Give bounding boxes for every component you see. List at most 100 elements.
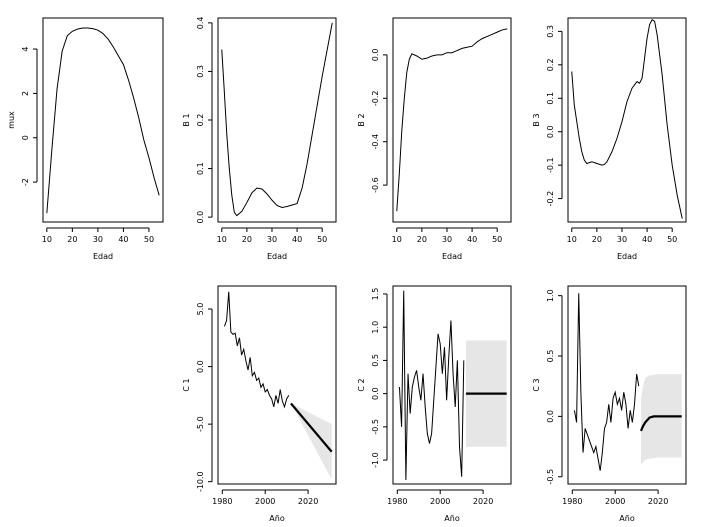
plot-frame xyxy=(217,285,337,485)
x-tick-label: 50 xyxy=(317,235,327,244)
y-tick-label: -0.2 xyxy=(371,90,380,106)
y-tick-label: 0.3 xyxy=(196,65,205,78)
y-tick-label: -0.6 xyxy=(371,177,380,193)
x-tick-label: 2020 xyxy=(648,497,668,506)
y-tick-label: 0.0 xyxy=(196,360,205,373)
y-axis-label: C 2 xyxy=(357,378,366,391)
y-tick-label: 0.0 xyxy=(546,125,555,138)
y-tick-label: 0.0 xyxy=(546,410,555,423)
y-tick-label: -10.0 xyxy=(196,471,205,492)
y-tick-label: -0.5 xyxy=(546,469,555,485)
x-tick-label: 50 xyxy=(667,235,677,244)
x-axis-label: Edad xyxy=(442,252,462,261)
x-tick-label: 30 xyxy=(617,235,627,244)
plot-frame xyxy=(392,285,512,485)
x-tick-label: 2020 xyxy=(298,497,318,506)
y-tick-label: 1.0 xyxy=(546,289,555,302)
x-tick-label: 2020 xyxy=(473,497,493,506)
plot-frame xyxy=(567,17,687,223)
x-tick-label: 20 xyxy=(592,235,602,244)
y-tick-label: -0.5 xyxy=(371,419,380,435)
y-tick-label: 2 xyxy=(21,91,30,96)
plot-frame xyxy=(217,17,337,223)
y-tick-label: 1.5 xyxy=(371,288,380,301)
x-tick-label: 50 xyxy=(492,235,502,244)
x-tick-label: 40 xyxy=(292,235,302,244)
y-tick-label: 0.2 xyxy=(546,58,555,71)
x-tick-label: 2000 xyxy=(605,497,625,506)
y-tick-label: 0.0 xyxy=(371,49,380,62)
x-tick-label: 30 xyxy=(267,235,277,244)
y-axis-label: B 1 xyxy=(182,113,191,126)
x-tick-label: 10 xyxy=(392,235,402,244)
x-axis-label: Año xyxy=(619,514,635,523)
y-tick-label: -0.4 xyxy=(371,134,380,150)
y-axis-label: B 2 xyxy=(357,113,366,126)
y-tick-label: 0.1 xyxy=(546,92,555,105)
y-tick-label: 4 xyxy=(21,46,30,51)
forecast-line xyxy=(639,415,682,432)
panel-c1: 1980 2000 2020 Año -10.0 -5.0 0.0 5.0 C 1 xyxy=(182,285,337,523)
panel-mux: 10 20 30 40 50 Edad -2 0 2 4 mux xyxy=(7,17,164,261)
data-line xyxy=(571,18,683,219)
plot-frame xyxy=(42,17,164,223)
x-tick-label: 10 xyxy=(567,235,577,244)
x-axis-label: Edad xyxy=(93,252,113,261)
x-tick-label: 50 xyxy=(144,235,154,244)
data-line xyxy=(223,291,290,409)
y-tick-label: 1.0 xyxy=(371,321,380,334)
y-tick-label: -2 xyxy=(21,178,30,186)
x-tick-label: 40 xyxy=(642,235,652,244)
forecast-line xyxy=(290,402,333,453)
y-tick-label: 0.0 xyxy=(371,387,380,400)
y-tick-label: -5.0 xyxy=(196,416,205,432)
x-tick-label: 10 xyxy=(42,235,52,244)
panel-c2: 1980 2000 2020 Año -1.0 -0.5 0.0 0.5 1.0 1.5 C 2 xyxy=(357,285,512,523)
x-tick-label: 1980 xyxy=(387,497,407,506)
data-line xyxy=(573,293,640,471)
y-tick-label: 0.0 xyxy=(196,211,205,224)
x-axis-label: Año xyxy=(444,514,460,523)
y-tick-label: 0.3 xyxy=(546,25,555,38)
y-tick-label: 0.1 xyxy=(196,162,205,175)
x-tick-label: 1980 xyxy=(212,497,232,506)
x-axis-label: Edad xyxy=(617,252,637,261)
panel-b2: 10 20 30 40 50 Edad -0.6 -0.4 -0.2 0.0 B 2 xyxy=(357,17,512,261)
y-tick-label: 5.0 xyxy=(196,303,205,316)
x-tick-label: 20 xyxy=(67,235,77,244)
y-axis-label: mux xyxy=(7,111,16,129)
y-tick-label: 0.2 xyxy=(196,114,205,127)
panel-b1: 10 20 30 40 50 Edad 0.0 0.1 0.2 0.3 0.4 B 1 xyxy=(182,16,337,261)
x-tick-label: 40 xyxy=(467,235,477,244)
x-axis-label: Edad xyxy=(267,252,287,261)
y-tick-label: 0.4 xyxy=(196,16,205,29)
forecast-interval-band xyxy=(640,374,682,465)
panel-c3: 1980 2000 2020 Año -0.5 0.0 0.5 1.0 C 3 xyxy=(532,285,687,523)
x-tick-label: 2000 xyxy=(430,497,450,506)
y-axis-label: C 3 xyxy=(532,378,541,391)
y-tick-label: -0.1 xyxy=(546,157,555,173)
panel-b3: 10 20 30 40 50 Edad -0.2 -0.1 0.0 0.1 0.2 0.3 B 3 xyxy=(532,17,687,261)
y-tick-label: 0.5 xyxy=(546,350,555,363)
x-tick-label: 2000 xyxy=(255,497,275,506)
data-line xyxy=(398,290,465,481)
x-tick-label: 1980 xyxy=(562,497,582,506)
x-tick-label: 30 xyxy=(442,235,452,244)
y-tick-label: 0.5 xyxy=(371,354,380,367)
y-tick-label: 0 xyxy=(21,135,30,140)
y-axis-label: B 3 xyxy=(532,113,541,126)
forecast-interval-band xyxy=(290,403,332,480)
data-line xyxy=(46,27,160,214)
x-tick-label: 10 xyxy=(217,235,227,244)
x-tick-label: 30 xyxy=(93,235,103,244)
x-tick-label: 40 xyxy=(118,235,128,244)
data-line xyxy=(396,28,508,212)
x-axis-label: Año xyxy=(269,514,285,523)
plot-frame xyxy=(392,17,512,223)
y-axis-label: C 1 xyxy=(182,378,191,391)
y-tick-label: -1.0 xyxy=(371,452,380,468)
x-tick-label: 20 xyxy=(242,235,252,244)
y-tick-label: -0.2 xyxy=(546,191,555,207)
x-tick-label: 20 xyxy=(417,235,427,244)
